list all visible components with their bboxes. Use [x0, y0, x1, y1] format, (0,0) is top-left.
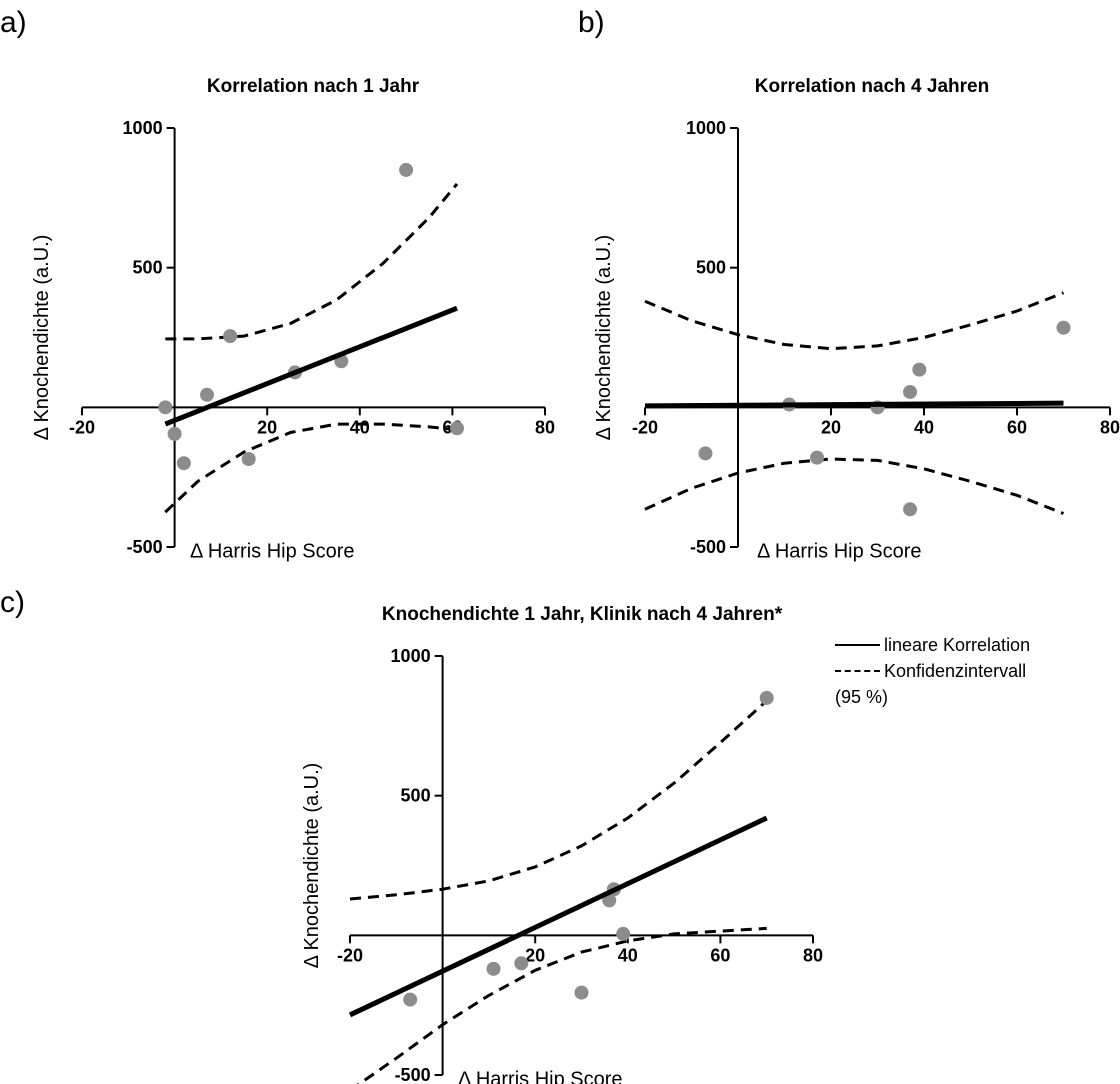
ci-upper-line: [644, 291, 1065, 351]
y-axis-label: Δ Knochendichte (a.U.): [301, 763, 323, 969]
data-point: [903, 384, 918, 399]
x-tick-label: 40: [350, 417, 370, 437]
legend-label-linear: lineare Korrelation: [884, 635, 1031, 655]
data-point: [698, 446, 713, 461]
legend-label-ci-level: (95 %): [835, 687, 889, 707]
panel-label-b: b): [578, 6, 605, 39]
data-point: [514, 956, 529, 971]
data-point: [1056, 320, 1071, 335]
y-tick-label: -500: [690, 537, 726, 557]
data-point: [158, 400, 173, 415]
y-tick-label: -500: [395, 1065, 431, 1084]
y-tick-label: 500: [133, 258, 163, 278]
data-point: [759, 690, 774, 705]
chart-panel-2: Korrelation nach 4 Jahren -20 20 40 60 80 -500…: [593, 76, 1120, 562]
chart-panel-1: Korrelation nach 1 Jahr-2020406080-50050…: [31, 76, 555, 562]
legend-label-ci: Konfidenzintervall: [884, 661, 1027, 681]
legend-solid-line-swatch: [835, 644, 880, 646]
chart-legend: lineare Korrelation Konfidenzintervall (…: [835, 632, 1030, 710]
x-tick-label: 60: [1007, 417, 1027, 437]
chart-title: Korrelation nach 1 Jahr: [207, 76, 420, 97]
y-tick-label: -500: [127, 537, 163, 557]
data-point: [486, 961, 501, 976]
chart-title: Korrelation nach 4 Jahren: [755, 76, 989, 97]
x-tick-label: 60: [710, 945, 730, 965]
chart-panel-3: Knochendichte 1 Jahr, Klinik nach 4 Jahr…: [301, 604, 823, 1084]
data-point: [223, 329, 238, 344]
legend-item-linear: lineare Korrelation: [835, 632, 1030, 658]
ci-lower-line: [644, 457, 1065, 515]
data-point: [403, 992, 418, 1007]
regression-line: [644, 400, 1064, 409]
x-axis-label: Δ Harris Hip Score: [757, 540, 922, 562]
y-tick-label: 500: [401, 786, 431, 806]
x-tick-label: 40: [914, 417, 934, 437]
x-tick-label: 20: [257, 417, 277, 437]
x-axis-label: Δ Harris Hip Score: [190, 540, 355, 562]
data-point: [810, 450, 825, 465]
legend-item-ci-level: (95 %): [835, 684, 1030, 710]
data-point: [167, 426, 182, 441]
data-point: [176, 456, 191, 471]
ci-lower-line: [164, 422, 458, 514]
x-tick-label: 80: [1100, 417, 1120, 437]
y-axis-label: Δ Knochendichte (a.U.): [593, 235, 615, 441]
legend-dashed-line-swatch: [835, 670, 880, 672]
y-axis-label: Δ Knochendichte (a.U.): [31, 235, 53, 441]
y-tick-label: 1000: [686, 118, 726, 138]
panel-label-c: c): [0, 586, 25, 619]
y-tick-label: 1000: [123, 118, 163, 138]
ci-upper-line: [349, 699, 768, 901]
x-tick-label: 80: [803, 945, 823, 965]
data-point: [241, 452, 256, 467]
regression-line: [164, 305, 458, 427]
regression-line: [348, 815, 768, 1018]
x-tick-label: -20: [69, 417, 95, 437]
x-axis-label: Δ Harris Hip Score: [458, 1068, 623, 1084]
x-tick-label: 20: [525, 945, 545, 965]
ci-upper-line: [165, 182, 459, 341]
data-point: [616, 926, 631, 941]
data-point: [399, 162, 414, 177]
data-point: [200, 387, 215, 402]
x-tick-label: 20: [821, 417, 841, 437]
legend-item-ci: Konfidenzintervall: [835, 658, 1030, 684]
x-tick-label: 80: [535, 417, 555, 437]
data-point: [912, 362, 927, 377]
x-tick-label: 40: [618, 945, 638, 965]
data-point: [574, 985, 589, 1000]
y-tick-label: 1000: [391, 646, 431, 666]
data-point: [602, 893, 617, 908]
data-point: [903, 502, 918, 517]
chart-title: Knochendichte 1 Jahr, Klinik nach 4 Jahr…: [382, 604, 783, 625]
x-tick-label: -20: [632, 417, 658, 437]
y-tick-label: 500: [696, 258, 726, 278]
data-point: [450, 421, 465, 436]
ci-lower-line: [356, 926, 767, 1084]
x-tick-label: -20: [337, 945, 363, 965]
panel-label-a: a): [0, 6, 27, 39]
